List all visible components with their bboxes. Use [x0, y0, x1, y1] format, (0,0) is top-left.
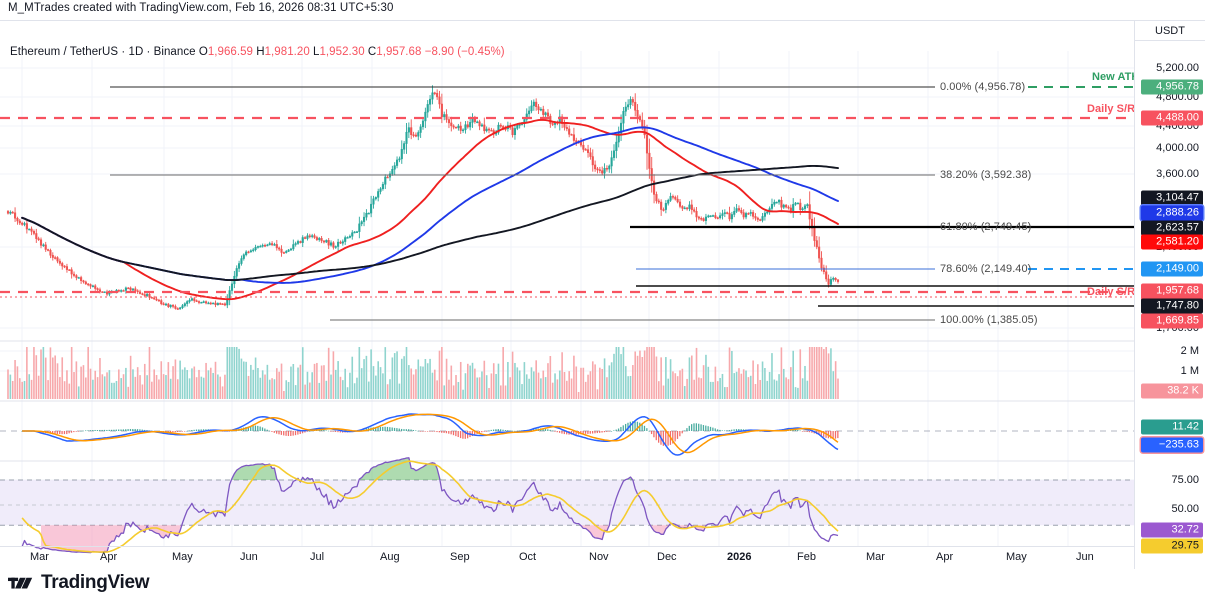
candlestick-series: [6, 85, 840, 310]
volume-value-tag[interactable]: 38.2 K: [1141, 383, 1203, 399]
rsi-ma-line: [21, 460, 839, 553]
time-axis-tick: May: [1006, 551, 1027, 563]
price-scale-tick: 1 M: [1180, 365, 1199, 377]
legend-low-value: 1,952.30: [319, 46, 365, 58]
time-axis-tick: Jun: [240, 551, 258, 563]
ma-blue-price-tag[interactable]: 2,888.26: [1141, 205, 1203, 221]
volume-series: [7, 347, 839, 399]
rsi-band: [0, 480, 1135, 526]
tradingview-footer: TradingView: [8, 572, 150, 594]
legend-open-label: O: [198, 46, 208, 58]
fib-0-label: 0.00% (4,956.78): [940, 81, 1026, 93]
ma-red2-price-tag[interactable]: 1,669.85: [1141, 313, 1203, 329]
time-axis-tick: Aug: [380, 551, 400, 563]
macd-hist-tag[interactable]: 11.42: [1141, 419, 1203, 435]
time-axis-tick: Jun: [1076, 551, 1094, 563]
legend-change: −8.90 (−0.45%): [424, 46, 505, 58]
price-scale-currency: USDT: [1135, 21, 1205, 41]
legend-high-value: 1,981.20: [264, 46, 310, 58]
macd-histogram: [21, 421, 839, 447]
macd-signal-line: [22, 413, 839, 454]
price-scale-tick: 5,200.00: [1156, 62, 1199, 74]
price-scale[interactable]: USDT 5,200.00 4,800.00 4,400.00 4,000.00 3,6…: [1134, 21, 1205, 569]
price-scale-tick: 4,000.00: [1156, 142, 1199, 154]
attribution-text: M_MTrades created with TradingView.com, …: [8, 2, 394, 14]
chart-canvas[interactable]: [0, 21, 1135, 569]
macd-line-tag[interactable]: −235.63: [1141, 437, 1203, 453]
chart-plot-area[interactable]: [0, 21, 1135, 569]
fib-100-label: 100.00% (1,385.05): [940, 314, 1038, 326]
price-scale-tick: 50.00: [1171, 503, 1199, 515]
chart-legend: Ethereum / TetherUS · 1D · Binance O1,96…: [10, 46, 505, 58]
fib-786-label: 78.60% (2,149.40): [940, 263, 1032, 275]
legend-symbol[interactable]: Ethereum / TetherUS · 1D · Binance: [10, 46, 196, 58]
legend-close-label: C: [367, 46, 377, 58]
ma-red-line: [21, 118, 839, 301]
time-scale[interactable]: Mar Apr May Jun Jul Aug Sep Oct Nov Dec 2026 Feb Mar…: [0, 546, 1135, 569]
rsi-overbought-fill: [232, 457, 633, 480]
time-axis-tick: Sep: [450, 551, 470, 563]
rsi-ma-tag[interactable]: 29.75: [1141, 538, 1203, 554]
last-price-value: 1,957.68: [1156, 284, 1199, 297]
fib-786-price-tag[interactable]: 2,149.00: [1141, 261, 1203, 277]
time-axis-tick: Nov: [589, 551, 609, 563]
time-axis-tick: Apr: [936, 551, 954, 563]
legend-open-value: 1,966.59: [207, 46, 253, 58]
new-ath-price-tag[interactable]: 4,956.78: [1141, 79, 1203, 95]
time-axis-tick: Jul: [310, 551, 325, 563]
chart-frame[interactable]: Ethereum / TetherUS · 1D · Binance O1,96…: [0, 20, 1205, 569]
tradingview-logo-icon: [8, 577, 33, 589]
time-axis-tick: Oct: [519, 551, 537, 563]
macd-line: [22, 413, 839, 456]
ma-blue-line: [21, 126, 839, 284]
time-axis-tick: Mar: [30, 551, 49, 563]
time-axis-tick: 2026: [727, 551, 752, 563]
price-scale-tick: 2 M: [1180, 345, 1199, 357]
daily-sr-upper-price-tag[interactable]: 4,488.00: [1141, 110, 1203, 126]
fib-618-label: 61.80% (2,749.45): [940, 221, 1032, 233]
legend-low-label: L: [313, 46, 320, 58]
daily-sr-lower-label: Daily S/R: [1087, 286, 1136, 298]
ma-black-line: [21, 164, 839, 282]
legend-close-value: 1,957.68: [376, 46, 422, 58]
daily-sr-upper-label: Daily S/R: [1087, 103, 1136, 115]
time-axis-tick: May: [172, 551, 193, 563]
new-ath-label: New ATH: [1092, 71, 1140, 83]
tradingview-wordmark: TradingView: [41, 572, 150, 593]
ma-black-price-tag[interactable]: 3,104.47: [1141, 190, 1203, 206]
fib-382-label: 38.20% (3,592.38): [940, 169, 1032, 181]
time-axis-tick: Feb: [797, 551, 816, 563]
time-axis-tick: Dec: [657, 551, 677, 563]
ma-red-price-tag[interactable]: 2,581.20: [1141, 234, 1203, 250]
ma-black3-price-tag[interactable]: 1,747.80: [1141, 298, 1203, 314]
ma-black2-price-tag[interactable]: 2,623.57: [1141, 220, 1203, 236]
price-scale-tick: 3,600.00: [1156, 168, 1199, 180]
rsi-value-tag[interactable]: 32.72: [1141, 522, 1203, 538]
legend-high-label: H: [256, 46, 265, 58]
price-scale-tick: 75.00: [1171, 474, 1199, 486]
time-axis-tick: Mar: [866, 551, 885, 563]
time-axis-tick: Apr: [100, 551, 118, 563]
